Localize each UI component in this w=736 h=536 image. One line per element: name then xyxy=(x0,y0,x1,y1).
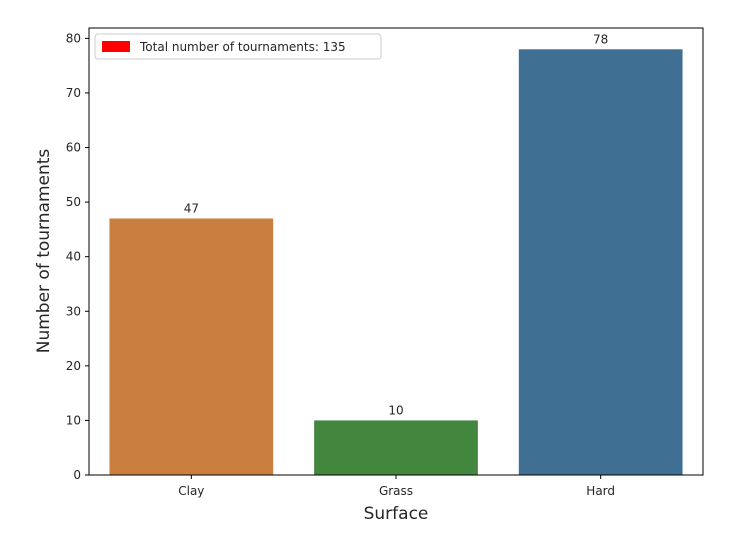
x-tick-label-hard: Hard xyxy=(586,484,615,498)
legend-label: Total number of tournaments: 135 xyxy=(139,40,346,54)
y-tick-label-70: 70 xyxy=(66,86,81,100)
y-axis-title: Number of tournaments xyxy=(34,149,54,354)
y-tick-label-0: 0 xyxy=(73,468,81,482)
legend: Total number of tournaments: 135 xyxy=(94,33,382,60)
y-axis-ticks: 0 10 20 30 40 50 60 70 80 xyxy=(66,31,89,482)
y-tick-label-50: 50 xyxy=(66,195,81,209)
y-tick-label-20: 20 xyxy=(66,359,81,373)
data-labels: 47 10 78 xyxy=(184,32,609,417)
bar-hard xyxy=(518,49,683,476)
bar-clay xyxy=(109,218,274,475)
y-tick-label-60: 60 xyxy=(66,141,81,155)
x-tick-label-grass: Grass xyxy=(379,484,413,498)
legend-swatch xyxy=(102,41,130,52)
y-tick-label-10: 10 xyxy=(66,413,81,427)
bar-grass xyxy=(314,420,478,475)
data-label-grass: 10 xyxy=(388,403,403,417)
legend-frame xyxy=(94,33,382,60)
y-tick-label-40: 40 xyxy=(66,250,81,264)
bars xyxy=(109,49,683,476)
x-axis-ticks: Clay Grass Hard xyxy=(178,475,615,498)
y-tick-label-30: 30 xyxy=(66,304,81,318)
x-tick-label-clay: Clay xyxy=(178,484,204,498)
data-label-clay: 47 xyxy=(184,201,199,215)
x-axis-title: Surface xyxy=(364,504,429,524)
y-tick-label-80: 80 xyxy=(66,31,81,45)
data-label-hard: 78 xyxy=(593,32,608,46)
